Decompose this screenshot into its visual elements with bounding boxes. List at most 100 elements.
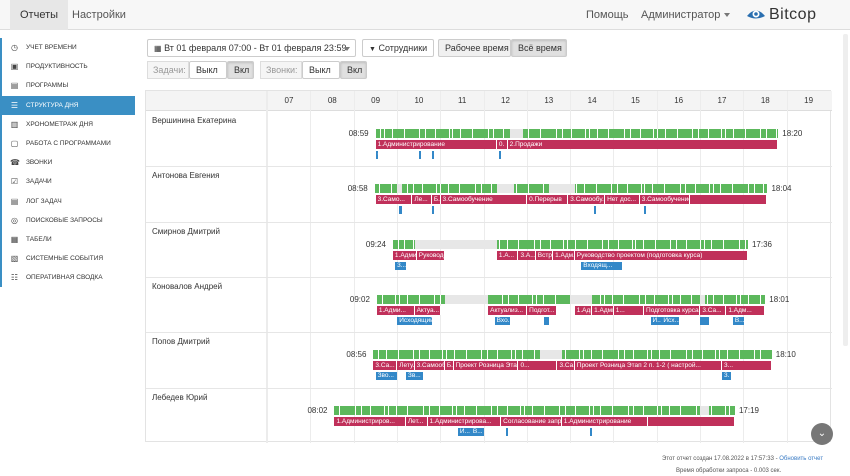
call-segment[interactable]: Исх... [661, 316, 679, 325]
call-segment[interactable]: 0 [375, 151, 378, 159]
tasks-off-button[interactable]: Выкл [189, 61, 227, 79]
all-time-button[interactable]: Всё время [511, 39, 567, 57]
date-range-picker[interactable]: ▦ Вт 01 февраля 07:00 - Вт 01 февраля 23… [147, 39, 356, 57]
task-segment[interactable]: 1.Администр... [592, 305, 614, 315]
employee-name[interactable]: Антонова Евгения [152, 171, 220, 181]
task-segment[interactable]: 1.Администрирова... [427, 416, 502, 426]
sidebar-item-1[interactable]: ◷ УЧЕТ ВРЕМЕНИ [0, 38, 135, 58]
user-menu[interactable]: Администратор [641, 0, 731, 30]
help-link[interactable]: Помощь [586, 9, 629, 21]
tab-settings[interactable]: Настройки [72, 9, 126, 21]
call-segment[interactable]: И... [650, 316, 662, 325]
scroll-down-button[interactable]: ⌄ [811, 423, 833, 445]
employee-name[interactable]: Коновалов Андрей [152, 281, 223, 291]
call-segment[interactable]: Исходящий... [397, 316, 432, 325]
call-segment[interactable] [544, 316, 549, 325]
call-segment[interactable]: Зво... [375, 372, 398, 381]
sidebar-item-7[interactable]: ☎ ЗВОНКИ [0, 153, 135, 173]
activity-bar[interactable] [334, 405, 735, 415]
call-segment[interactable]: И... [457, 427, 471, 436]
task-segment[interactable]: 1.Адм... [726, 305, 766, 315]
task-segment[interactable]: 2.Продажи [507, 140, 779, 149]
task-segment[interactable]: Подготовка курса по... [644, 305, 701, 315]
task-segment[interactable]: Проект Розница Этап 2 п. 1-2 ( настрой..… [574, 361, 722, 371]
task-segment[interactable]: 1.Адми... [376, 305, 415, 315]
task-segment[interactable]: 1.Администрирование [375, 140, 497, 149]
call-segment[interactable] [431, 206, 435, 215]
page-scrollbar[interactable] [843, 34, 848, 346]
task-segment[interactable]: 1.А... [496, 250, 519, 260]
call-segment[interactable] [594, 206, 597, 215]
tasks-on-button[interactable]: Вкл [227, 61, 254, 79]
employee-name[interactable]: Вершинина Екатерина [152, 116, 237, 125]
task-segment[interactable]: 1.Администриров... [334, 416, 406, 426]
task-segment[interactable]: Подгот... [527, 305, 558, 315]
calls-off-button[interactable]: Выкл [302, 61, 340, 79]
task-segment[interactable]: 3.Само... [375, 195, 413, 205]
employee-name[interactable]: Попов Дмитрий [152, 337, 210, 347]
task-segment[interactable]: Б... [444, 361, 454, 371]
call-segment[interactable] [418, 151, 421, 159]
task-segment[interactable]: 3.Самообучение [639, 195, 690, 205]
call-segment[interactable] [700, 316, 709, 325]
task-segment[interactable]: 0.Перерыв [527, 195, 569, 205]
task-segment[interactable]: 3.Самообучение [440, 195, 528, 205]
sidebar-item-11[interactable]: ▦ ТАБЕЛИ [0, 229, 135, 250]
sidebar-item-8[interactable]: ☑ ЗАДАЧИ [0, 172, 135, 192]
task-segment[interactable]: Руководс... [416, 250, 445, 260]
employee-name[interactable]: Лебедев Юрий [152, 392, 208, 402]
task-segment[interactable]: 0. [496, 140, 508, 149]
task-segment[interactable]: Руководство проектом (подготовка курса) [574, 250, 748, 260]
activity-bar[interactable] [375, 129, 779, 138]
call-segment[interactable] [431, 151, 434, 159]
sidebar-item-12[interactable]: ▧ СИСТЕМНЫЕ СОБЫТИЯ [0, 249, 135, 269]
task-segment[interactable]: Нет дос... [605, 195, 640, 205]
task-segment[interactable]: 3.Самообу... [568, 195, 606, 205]
task-segment[interactable]: Лет... [405, 416, 428, 426]
task-segment[interactable]: Согласование запрос... [501, 416, 562, 426]
sidebar-item-5[interactable]: ▥ ХРОНОМЕТРАЖ ДНЯ [0, 114, 135, 134]
task-segment[interactable]: 3.Са... [700, 305, 727, 315]
task-segment[interactable]: 3.А... [518, 250, 536, 260]
call-segment[interactable] [505, 427, 508, 436]
sidebar-item-6[interactable]: ▢ РАБОТА С ПРОГРАММАМИ [0, 133, 135, 154]
sidebar-item-13[interactable]: ☷ ОПЕРАТИВНАЯ СВОДКА [0, 268, 135, 288]
work-time-button[interactable]: Рабочее время [438, 39, 511, 57]
call-segment[interactable] [399, 206, 402, 215]
activity-bar[interactable] [392, 239, 748, 249]
task-segment[interactable]: 1... [613, 305, 645, 315]
task-segment[interactable]: Лету... [397, 361, 415, 371]
call-segment[interactable]: Вхо... [494, 316, 510, 325]
task-segment[interactable]: 3.Са... [373, 361, 398, 371]
refresh-report-link[interactable]: Обновить отчет [779, 456, 824, 462]
call-segment[interactable]: 3 [589, 427, 593, 436]
call-segment[interactable] [499, 151, 501, 159]
call-segment[interactable]: Зв... [405, 372, 424, 381]
task-segment[interactable]: Актуализ... [488, 305, 528, 315]
tab-reports[interactable]: Отчеты [10, 0, 69, 30]
task-segment[interactable]: Б... [431, 195, 441, 205]
employees-filter-button[interactable]: ▼ Сотрудники [362, 39, 434, 57]
activity-bar[interactable] [373, 350, 772, 360]
task-segment[interactable] [689, 195, 768, 205]
task-segment[interactable]: Актуа... [414, 305, 441, 315]
task-segment[interactable]: 1.Адми... [392, 250, 417, 260]
call-segment[interactable]: Входящ... [581, 261, 623, 270]
sidebar-item-10[interactable]: ◎ ПОИСКОВЫЕ ЗАПРОСЫ [0, 210, 135, 230]
employee-name[interactable]: Смирнов Дмитрий [152, 226, 220, 236]
task-segment[interactable]: Ле... [412, 195, 432, 205]
task-segment[interactable]: Встр... [535, 250, 554, 260]
task-segment[interactable]: Проект Розница Этап 2 п.1-2 ... [453, 361, 519, 371]
task-segment[interactable]: 0... [518, 361, 558, 371]
task-segment[interactable]: 3.Самообу... [414, 361, 445, 371]
task-segment[interactable] [648, 416, 735, 426]
task-segment[interactable]: 3... [722, 361, 772, 371]
calls-on-button[interactable]: Вкл [340, 61, 367, 79]
sidebar-item-2[interactable]: ▣ ПРОДУКТИВНОСТЬ [0, 57, 135, 77]
sidebar-item-3[interactable]: ▤ ПРОГРАММЫ [0, 76, 135, 96]
call-segment[interactable]: В... [470, 427, 484, 436]
call-segment[interactable] [644, 206, 647, 215]
task-segment[interactable]: 1.Администрирование [561, 416, 649, 426]
call-segment[interactable]: 3... [395, 261, 406, 270]
sidebar-item-9[interactable]: ▤ ЛОГ ЗАДАЧ [0, 191, 135, 211]
